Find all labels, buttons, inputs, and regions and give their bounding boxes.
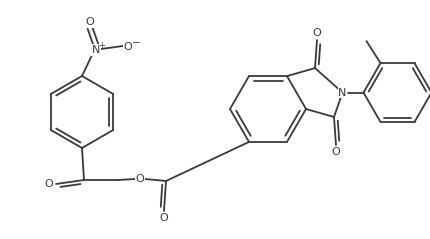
Text: N: N xyxy=(92,45,100,55)
Text: O: O xyxy=(313,28,321,38)
Text: O: O xyxy=(124,42,132,52)
Text: O: O xyxy=(45,179,53,189)
Text: O: O xyxy=(160,213,169,223)
Text: +: + xyxy=(98,40,105,49)
Text: O: O xyxy=(135,174,144,184)
Text: N: N xyxy=(338,87,347,98)
Text: O: O xyxy=(86,17,94,27)
Text: O: O xyxy=(332,147,341,157)
Text: −: − xyxy=(132,38,140,48)
